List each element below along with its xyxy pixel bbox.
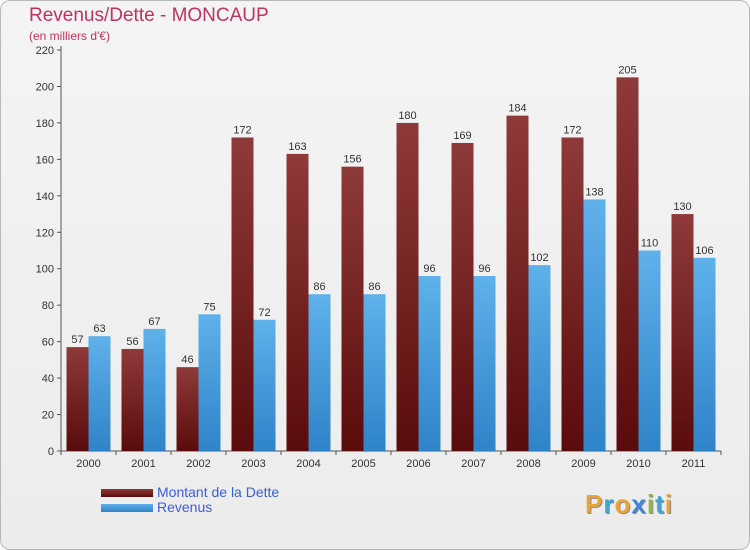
debt-bar [121,348,144,451]
x-tick-label: 2006 [406,458,430,470]
revenue-bar-value-label: 96 [423,263,435,275]
revenue-bar [198,314,221,451]
logo-letter: x [631,489,647,519]
legend-swatch-revenue [101,504,153,512]
debt-bar-value-label: 46 [181,354,193,366]
x-tick-label: 2010 [626,458,650,470]
y-tick-label: 40 [42,373,54,385]
legend-swatch-debt [101,489,153,497]
debt-bar-value-label: 172 [563,124,581,136]
debt-bar [231,137,254,451]
y-tick-label: 0 [48,446,54,458]
x-tick-label: 2000 [76,458,100,470]
logo-letter: P [585,489,604,519]
revenue-bar [253,319,276,451]
logo-letter: i [646,489,656,519]
x-tick-label: 2004 [296,458,320,470]
debt-bar-value-label: 169 [453,130,471,142]
y-tick-label: 160 [36,154,54,166]
debt-bar [451,142,474,451]
debt-bar [671,214,694,451]
revenue-bar-value-label: 96 [478,263,490,275]
debt-bar-value-label: 56 [126,336,138,348]
x-tick-label: 2001 [131,458,155,470]
legend-label-debt: Montant de la Dette [157,484,280,500]
legend-label-revenue: Revenus [157,499,213,515]
logo-letter: o [614,489,632,519]
debt-bar-value-label: 184 [508,103,526,115]
debt-bar-value-label: 205 [618,64,636,76]
chart-subtitle: (en milliers d'€) [29,29,110,43]
debt-bar-value-label: 180 [398,110,416,122]
y-tick-label: 220 [36,45,54,57]
debt-bar [66,347,89,451]
x-tick-label: 2003 [241,458,265,470]
y-tick-label: 140 [36,191,54,203]
revenue-bar [143,328,166,451]
x-tick-label: 2002 [186,458,210,470]
revenue-bar-value-label: 75 [203,301,215,313]
debt-bar-value-label: 163 [288,141,306,153]
debt-bar [286,153,309,452]
revenue-bar-value-label: 110 [641,238,659,250]
y-tick-label: 60 [42,337,54,349]
x-tick-label: 2007 [461,458,485,470]
y-tick-label: 180 [36,118,54,130]
debt-bar-value-label: 130 [673,201,691,213]
revenue-bar [308,294,331,451]
debt-bar-value-label: 172 [233,124,251,136]
x-tick-label: 2008 [516,458,540,470]
revenue-bar [638,250,661,451]
revenue-bar [528,265,551,451]
revenue-bar [418,276,441,451]
logo-letter: r [603,489,615,519]
revenue-bar-value-label: 106 [695,245,713,257]
debt-bar [561,137,584,451]
y-tick-label: 120 [36,227,54,239]
y-tick-label: 80 [42,300,54,312]
x-tick-label: 2009 [571,458,595,470]
revenue-bar-value-label: 86 [368,281,380,293]
revenue-bar-value-label: 63 [93,323,105,335]
debt-bar [341,166,364,451]
revenue-bar-value-label: 138 [585,186,603,198]
y-tick-label: 200 [36,81,54,93]
revenue-bar-value-label: 67 [148,316,160,328]
revenue-bar [88,336,111,451]
y-tick-label: 20 [42,410,54,422]
debt-bar [176,367,199,451]
revenue-bar-value-label: 86 [313,281,325,293]
debt-bar-value-label: 57 [71,334,83,346]
debt-bar-value-label: 156 [343,154,361,166]
logo-letter: t [655,489,665,519]
proxiti-logo: Proxiti [585,489,673,520]
y-tick-label: 100 [36,264,54,276]
revenue-bar [583,199,606,451]
revenue-bar [473,276,496,451]
revenue-bar-value-label: 102 [530,252,548,264]
x-tick-label: 2005 [351,458,375,470]
debt-bar [396,122,419,451]
debt-bar [616,77,639,451]
revenue-bar [363,294,386,451]
chart-title: Revenus/Dette - MONCAUP [29,5,269,26]
revenue-bar-value-label: 72 [258,307,270,319]
revenue-bar [693,257,716,451]
debt-bar [506,115,529,452]
x-tick-label: 2011 [682,458,706,470]
logo-letter: i [664,489,673,519]
